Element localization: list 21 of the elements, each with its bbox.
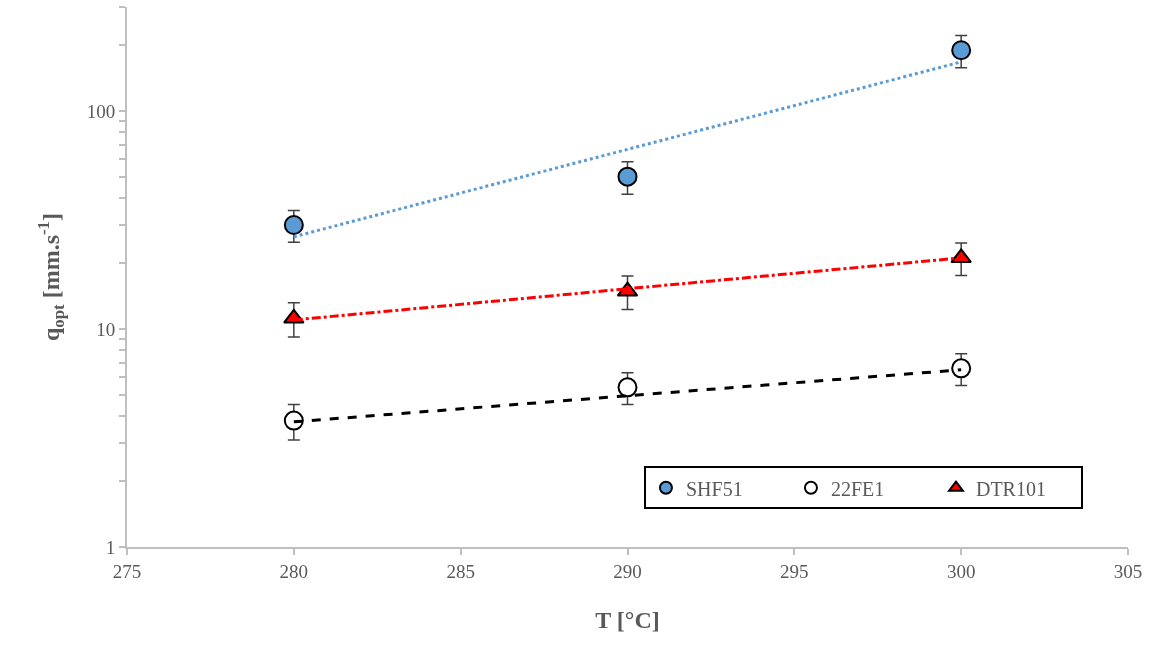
- point: [617, 166, 638, 187]
- x-tick-label: 305: [1113, 560, 1143, 582]
- legend-label: SHF51: [685, 477, 743, 500]
- y-tick-label: 1: [105, 536, 116, 558]
- point: [950, 248, 972, 264]
- x-tick-label: 295: [780, 560, 809, 582]
- x-tick-label: 290: [613, 560, 642, 582]
- point: [951, 40, 972, 61]
- x-tick-label: 275: [112, 560, 142, 582]
- legend-label: DTR101: [975, 477, 1046, 500]
- point: [617, 377, 638, 398]
- x-axis-title: T [°C]: [595, 606, 660, 633]
- x-tick-label: 300: [946, 560, 976, 582]
- x-tick-label: 285: [446, 560, 475, 582]
- point: [283, 308, 305, 324]
- point: [951, 358, 972, 379]
- y-tick-label: 10: [96, 318, 116, 340]
- point: [283, 214, 304, 235]
- legend-label: 22FE1: [830, 477, 885, 500]
- x-tick-label: 280: [279, 560, 309, 582]
- y-tick-label: 100: [86, 100, 116, 122]
